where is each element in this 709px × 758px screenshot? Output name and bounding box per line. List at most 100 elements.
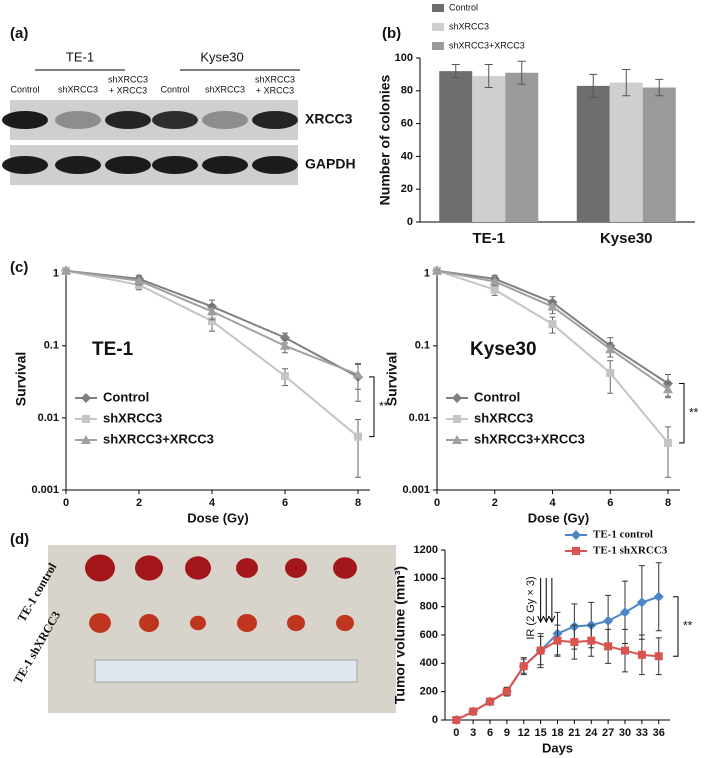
- marker: [536, 646, 545, 655]
- marker: [663, 384, 673, 394]
- tumor: [333, 557, 357, 579]
- marker: [606, 368, 615, 377]
- legend-label: shXRCC3: [474, 410, 533, 425]
- legend-label: shXRCC3+XRCC3: [474, 431, 585, 446]
- band: [252, 156, 298, 174]
- lane-label: shXRCC3: [108, 74, 148, 84]
- bar: [642, 87, 676, 223]
- x-axis-label: Dose (Gy): [528, 510, 589, 525]
- lane-label: shXRCC3: [205, 84, 245, 94]
- band: [152, 156, 198, 174]
- x-tick-label: 30: [619, 727, 631, 739]
- x-tick-label: TE-1: [472, 230, 505, 247]
- y-tick-label: 0.001: [402, 484, 430, 496]
- marker: [519, 662, 528, 671]
- marker: [280, 340, 290, 350]
- x-tick-label: 12: [518, 727, 530, 739]
- y-tick-label: 1: [424, 268, 430, 280]
- lane-label: Control: [160, 84, 189, 94]
- y-tick-label: 40: [401, 150, 413, 162]
- legend-swatch: [432, 4, 444, 12]
- marker: [489, 276, 500, 286]
- y-tick-label: 0: [432, 714, 438, 726]
- group-label: TE-1: [66, 49, 94, 64]
- band: [202, 156, 248, 174]
- tumor: [135, 555, 163, 581]
- x-tick-label: 24: [585, 727, 598, 739]
- significance-bracket: [673, 596, 679, 657]
- significance: **: [689, 405, 699, 419]
- group-label: Kyse30: [200, 49, 243, 64]
- marker: [603, 615, 614, 626]
- x-tick-label: 4: [209, 497, 216, 509]
- lane-label: + XRCC3: [256, 85, 294, 95]
- x-tick-label: 27: [602, 727, 614, 739]
- panel-label: (d): [10, 531, 29, 548]
- marker: [208, 317, 216, 326]
- annotation: IR (2 Gy × 3): [525, 576, 537, 639]
- panel-label: (c): [10, 259, 28, 276]
- marker: [637, 650, 646, 659]
- band: [55, 111, 101, 129]
- y-axis-label: Survival: [13, 352, 29, 406]
- legend-label: Control: [449, 2, 478, 12]
- x-tick-label: 18: [551, 727, 563, 739]
- y-axis-label: Survival: [384, 352, 400, 406]
- x-tick-label: 2: [136, 497, 142, 509]
- significance: **: [683, 619, 693, 633]
- y-tick-label: 80: [401, 85, 413, 97]
- chart-label: TE-1: [92, 339, 134, 360]
- x-tick-label: 15: [535, 727, 547, 739]
- error-bar: [655, 78, 664, 97]
- tumor: [236, 558, 258, 578]
- error-bar: [607, 360, 614, 394]
- band: [2, 111, 48, 129]
- y-tick-label: 200: [420, 686, 438, 698]
- legend-label: shXRCC3: [103, 410, 162, 425]
- tumor: [237, 614, 257, 632]
- y-tick-label: 0.01: [38, 412, 59, 424]
- panel-label: (a): [10, 25, 28, 42]
- significance: **: [379, 399, 389, 413]
- marker: [553, 636, 562, 645]
- error-bar: [665, 426, 671, 478]
- marker: [587, 636, 596, 645]
- x-tick-label: 4: [549, 497, 556, 509]
- marker: [452, 393, 462, 403]
- x-axis-label: Dose (Gy): [187, 510, 248, 525]
- bar: [505, 72, 539, 222]
- x-tick-label: 21: [568, 727, 580, 739]
- marker: [605, 344, 616, 354]
- error-bar: [484, 64, 493, 89]
- y-tick-label: 800: [420, 601, 438, 613]
- y-tick-label: 0.1: [44, 340, 59, 352]
- legend-label: shXRCC3: [449, 21, 489, 31]
- band: [152, 111, 198, 129]
- bar: [439, 71, 473, 223]
- marker: [621, 646, 629, 655]
- legend-label: shXRCC3+XRCC3: [449, 40, 525, 50]
- y-tick-label: 400: [420, 657, 438, 669]
- marker: [353, 369, 363, 379]
- y-tick-label: 20: [401, 183, 413, 195]
- band: [202, 111, 248, 129]
- marker: [653, 591, 664, 602]
- tumor: [190, 615, 206, 631]
- x-tick-label: 8: [355, 497, 361, 509]
- marker: [636, 597, 647, 608]
- legend-label: shXRCC3+XRCC3: [103, 431, 214, 446]
- marker: [490, 285, 499, 294]
- marker: [654, 652, 663, 661]
- x-tick-label: 9: [504, 727, 510, 739]
- tumor: [139, 614, 159, 632]
- ir-arrow: [537, 578, 545, 624]
- marker: [570, 638, 579, 647]
- marker: [81, 393, 91, 403]
- bar: [472, 76, 506, 222]
- marker: [664, 438, 672, 447]
- marker: [452, 435, 462, 444]
- marker: [604, 642, 613, 651]
- x-tick-label: 8: [665, 497, 671, 509]
- error-bar: [517, 60, 526, 85]
- y-tick-label: 0: [407, 216, 413, 228]
